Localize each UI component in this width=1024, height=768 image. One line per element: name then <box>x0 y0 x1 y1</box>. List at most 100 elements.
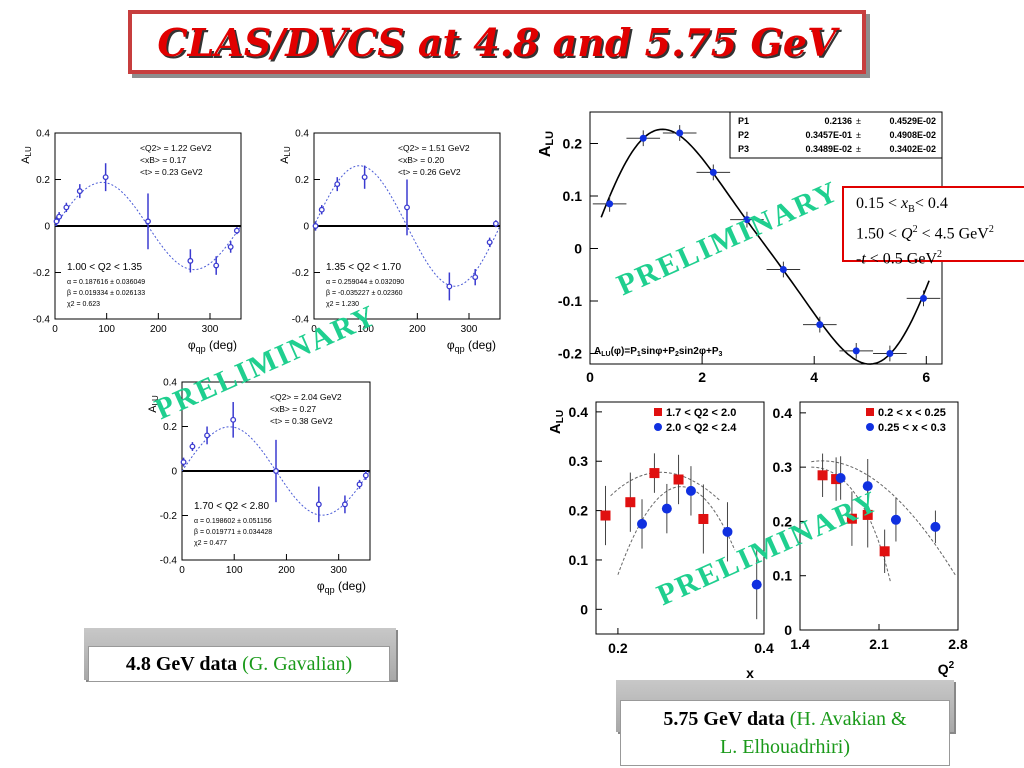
info-text: <t> = 0.26 GeV2 <box>398 167 461 177</box>
y-tick-label: 0.2 <box>563 136 583 152</box>
x-tick-label: 0.2 <box>608 640 628 656</box>
y-tick-label: -0.1 <box>558 293 582 309</box>
info-text: <xB> = 0.27 <box>270 404 316 414</box>
legend-label: 0.25 < x < 0.3 <box>878 422 946 434</box>
data-point <box>63 204 70 211</box>
info-text: <t> = 0.38 GeV2 <box>270 416 333 426</box>
data-point <box>227 243 234 250</box>
info-text: <Q2> = 1.51 GeV2 <box>398 143 470 153</box>
x-tick-label: 300 <box>461 324 478 335</box>
data-point <box>189 443 196 450</box>
x-tick-label: 200 <box>278 565 295 576</box>
data-point <box>315 501 322 508</box>
info-text: <Q2> = 2.04 GeV2 <box>270 392 342 402</box>
data-point-circle <box>637 518 648 529</box>
y-tick-label: 0 <box>784 622 792 638</box>
caption-575-bold: 5.75 GeV data <box>663 708 785 730</box>
q2-range: 1.00 < Q2 < 1.35 <box>67 262 142 273</box>
legend-label: 2.0 < Q2 < 2.4 <box>666 422 737 434</box>
y-tick-label: 0.3 <box>773 459 793 475</box>
info-text: <xB> = 0.17 <box>140 155 186 165</box>
data-point <box>486 239 493 246</box>
stats-name: P1 <box>738 116 749 126</box>
y-tick-label: 0.4 <box>773 405 793 421</box>
data-point <box>816 321 824 329</box>
x-tick-label: 2.8 <box>948 636 968 652</box>
data-point <box>356 481 363 488</box>
fit-params: α = 0.198602 ± 0.051156 <box>194 518 272 525</box>
model-curve <box>811 460 957 576</box>
info-text: <t> = 0.23 GeV2 <box>140 167 203 177</box>
x-axis-label: Q2 <box>938 660 955 677</box>
stats-pm: ± <box>856 116 861 126</box>
data-point <box>639 134 647 142</box>
data-point <box>102 174 109 181</box>
y-tick-label: -0.4 <box>33 315 51 326</box>
data-point <box>53 218 60 225</box>
data-point-square <box>879 546 890 557</box>
range-line-3: -t < 0.5 GeV2 <box>856 248 943 267</box>
data-point <box>341 501 348 508</box>
data-point-square <box>846 513 857 524</box>
fit-curve <box>54 181 242 271</box>
y-tick-label: -0.2 <box>160 511 178 522</box>
q2-range: 1.35 < Q2 < 1.70 <box>326 262 401 273</box>
stats-value: 0.2136 <box>824 116 852 126</box>
plot-frame <box>595 401 765 635</box>
x-tick-label: 0 <box>179 565 185 576</box>
x-tick-label: 1.4 <box>790 636 810 652</box>
y-tick-label: 0.1 <box>563 188 583 204</box>
y-tick-label: 0 <box>580 601 588 617</box>
stats-pm: ± <box>856 144 861 154</box>
slide-title-box: CLAS/DVCS at 4.8 and 5.75 GeV <box>128 10 866 74</box>
legend-label: 0.2 < x < 0.25 <box>878 407 946 419</box>
data-point <box>886 350 894 357</box>
chart-575-Q2: 0.4 0.3 0.2 0.1 01.4 2.1 2.8 0.2 < x < 0.25 0.25… <box>773 401 968 677</box>
model-curve <box>610 471 721 502</box>
legend-marker <box>866 423 874 431</box>
data-point <box>213 262 220 269</box>
data-point <box>743 216 751 224</box>
data-point <box>273 468 279 474</box>
data-point-circle <box>751 579 762 590</box>
legend-label: 1.7 < Q2 < 2.0 <box>666 407 736 419</box>
fit-params: χ2 = 0.623 <box>67 301 100 308</box>
fit-params: χ2 = 1.230 <box>326 301 359 308</box>
y-tick-label: -0.4 <box>160 556 178 567</box>
data-point <box>492 220 499 227</box>
y-tick-label: 0.2 <box>295 175 309 186</box>
x-axis-label: φqp (deg) <box>188 338 237 354</box>
y-tick-label: 0.2 <box>569 503 589 519</box>
data-point <box>779 266 787 273</box>
stats-value: 0.3489E-02 <box>805 144 852 154</box>
fit-params: α = 0.259044 ± 0.032090 <box>326 279 404 286</box>
legend-marker <box>654 408 662 416</box>
x-tick-label: 2 <box>698 369 706 385</box>
data-point-square <box>862 509 873 520</box>
fit-params: α = 0.187616 ± 0.036049 <box>67 279 145 286</box>
legend-marker <box>654 423 662 431</box>
caption-575-author: (H. Avakian & <box>789 708 907 730</box>
x-tick-label: 300 <box>330 565 347 576</box>
y-tick-label: 0.3 <box>569 453 589 469</box>
x-tick-label: 100 <box>98 324 115 335</box>
data-point-circle <box>661 503 672 514</box>
x-tick-label: 200 <box>150 324 167 335</box>
data-point <box>56 213 63 220</box>
x-tick-label: 0.4 <box>754 640 774 656</box>
y-tick-label: 0.4 <box>163 378 177 389</box>
caption-575: 5.75 GeV data (H. Avakian & L. Elhouadrh… <box>620 700 950 766</box>
data-point <box>318 206 325 213</box>
fit-params: β = 0.019771 ± 0.034428 <box>194 529 272 536</box>
x-axis-label: φqp (deg) <box>447 338 496 354</box>
data-point <box>606 200 614 208</box>
data-point-circle <box>722 526 733 537</box>
y-axis-label: ALU <box>147 395 160 413</box>
data-point <box>334 181 341 188</box>
data-point <box>404 204 410 211</box>
data-point <box>709 168 717 176</box>
y-axis-label: ALU <box>537 131 556 157</box>
y-tick-label: 0 <box>574 241 582 257</box>
